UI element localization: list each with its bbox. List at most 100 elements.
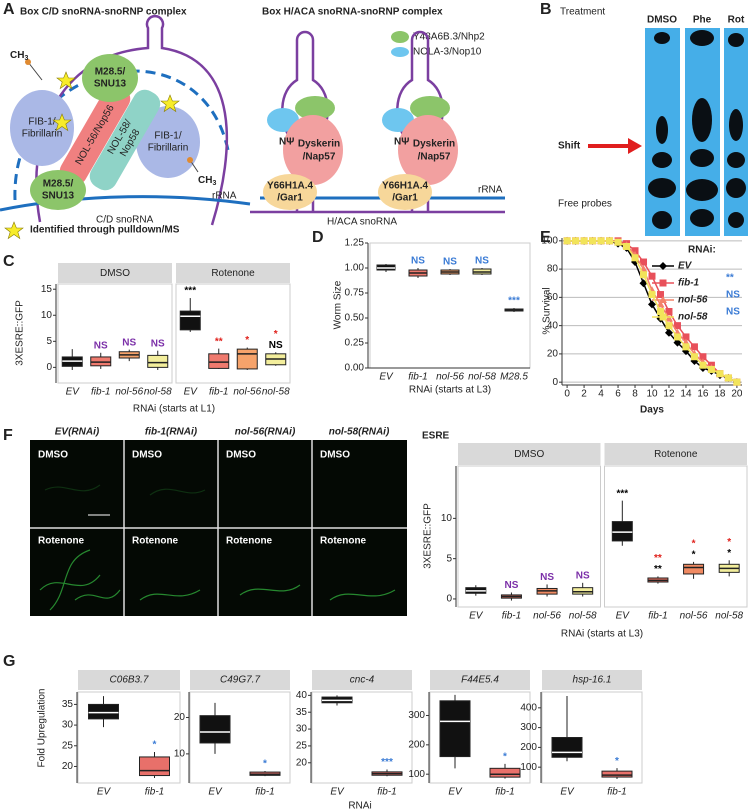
- marker: [648, 291, 656, 299]
- rna-label: rRNA: [212, 191, 237, 202]
- y-tick-label: 20: [296, 757, 308, 768]
- x-tick-label: M28.5: [500, 372, 528, 383]
- marker: [673, 338, 682, 347]
- protein: [89, 89, 161, 191]
- marker: [690, 343, 698, 351]
- legend-label: Y48A6B.3/Nhp2: [413, 32, 485, 43]
- x-tick-label: fib-1: [209, 387, 228, 398]
- panel-label: B: [540, 1, 552, 18]
- methyl-label: CH3: [10, 50, 28, 62]
- worm-signal: [39, 484, 396, 611]
- y-axis-label: 3XESRE::GFP: [15, 300, 26, 366]
- y-tick-label: 200: [408, 739, 425, 750]
- y-tick-label: 10: [174, 749, 186, 760]
- series-line: [567, 240, 738, 383]
- marker: [665, 308, 673, 315]
- plot-area: [175, 283, 291, 384]
- rna-label: rRNA: [478, 185, 503, 196]
- x-tick-label: nol-58: [569, 611, 597, 622]
- box: [683, 563, 705, 575]
- significance: *: [245, 335, 249, 346]
- marker: [580, 237, 588, 245]
- plot-title: ESRE: [422, 431, 450, 442]
- box: [611, 521, 633, 542]
- significance: NS: [443, 257, 457, 268]
- protein-label: SNU13: [94, 79, 127, 90]
- x-tick-label: fib-1: [377, 787, 396, 798]
- box: [489, 767, 521, 778]
- marker: [572, 237, 580, 245]
- facet-label: Rotenone: [211, 268, 255, 279]
- legend-label: nol-58: [678, 312, 708, 323]
- cell-label: Rotenone: [38, 536, 85, 547]
- y-tick-label: 35: [296, 707, 308, 718]
- significance: NS: [269, 340, 283, 351]
- y-axis-label: % Survival: [542, 287, 553, 334]
- marker: [659, 296, 667, 303]
- y-tick-label: 25: [296, 741, 308, 752]
- protein-label: /Gar1: [277, 193, 303, 204]
- protein-label: Dyskerin: [413, 139, 455, 150]
- marker: [682, 333, 690, 341]
- cell-label: Rotenone: [320, 536, 367, 547]
- protein: [82, 54, 138, 102]
- facet-strip: [604, 443, 747, 465]
- diagram-title: Box H/ACA snoRNA-snoRNP complex: [262, 7, 443, 18]
- diagram-title: Box C/D snoRNA-snoRNP complex: [20, 7, 187, 18]
- x-tick-label: EV: [208, 787, 223, 798]
- marker: [724, 374, 732, 382]
- x-tick-label: 0: [564, 389, 570, 400]
- protein-label: FIB-1/: [154, 131, 181, 142]
- plot-area: [311, 691, 413, 784]
- panel-label: A: [3, 1, 15, 18]
- x-tick-label: 18: [714, 389, 726, 400]
- x-tick-label: EV: [97, 787, 112, 798]
- marker: [682, 343, 690, 351]
- marker: [563, 237, 571, 245]
- x-tick-label: fib-1: [145, 787, 164, 798]
- x-tick-label: 8: [632, 389, 638, 400]
- y-tick-label: 0: [46, 362, 52, 373]
- y-axis-label: 3XESRE::GFP: [423, 503, 434, 569]
- y-tick-label: 35: [62, 699, 74, 710]
- y-tick-label: 0.75: [345, 288, 365, 299]
- significance: *: [692, 550, 696, 561]
- significance: NS: [726, 290, 740, 301]
- star-note: Identified through pulldown/MS: [30, 225, 180, 236]
- significance: NS: [504, 580, 518, 591]
- arrow-head: [628, 138, 642, 154]
- legend-swatch: [391, 31, 409, 43]
- y-tick-label: 20: [174, 712, 186, 723]
- marker: [699, 361, 707, 369]
- y-tick-label: 25: [62, 740, 74, 751]
- protein-label: /Gar1: [392, 193, 418, 204]
- marker: [659, 279, 667, 287]
- y-tick-label: 30: [62, 720, 74, 731]
- y-tick-label: 10: [441, 513, 453, 524]
- haca-unit: Dyskerin /Nap57 NΨ Y66H1A.4 /Gar1: [263, 30, 343, 212]
- marker: [640, 258, 648, 266]
- y-tick-label: 300: [408, 710, 425, 721]
- y-tick-label: 40: [296, 690, 308, 701]
- protein: [59, 84, 131, 186]
- significance: ***: [381, 757, 393, 768]
- marker: [673, 333, 681, 341]
- x-tick-label: nol-56: [533, 611, 561, 622]
- cell-label: Rotenone: [226, 536, 273, 547]
- significance: *: [274, 329, 278, 340]
- facet-label: cnc-4: [350, 675, 375, 686]
- facet-label: F44E5.4: [461, 675, 499, 686]
- significance: *: [692, 539, 696, 550]
- y-tick-label: 1.25: [345, 238, 365, 249]
- significance: *: [727, 548, 731, 559]
- gel-shift: Treatment DMSO Phe Rot Shift Free probes: [558, 7, 748, 236]
- y-tick-label: 0.50: [345, 313, 365, 324]
- panel-label: E: [540, 229, 551, 246]
- significance: *: [153, 740, 157, 751]
- marker: [665, 322, 673, 330]
- marker: [664, 314, 673, 322]
- significance: **: [215, 336, 223, 347]
- x-tick-label: nol-56: [233, 387, 261, 398]
- x-tick-label: fib-1: [91, 387, 110, 398]
